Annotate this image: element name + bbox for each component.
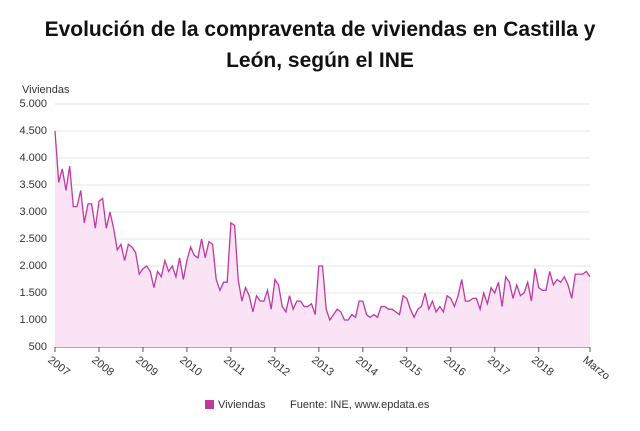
y-tick-label: 1.000 [19, 314, 47, 326]
x-tick-label: 2013 [309, 354, 336, 379]
x-tick-label: 2010 [177, 354, 204, 379]
x-tick-label: 2016 [441, 354, 468, 379]
line [54, 130, 591, 322]
y-tick-label: 4.000 [19, 152, 47, 164]
x-tick-label: 2009 [133, 354, 160, 379]
x-tick-label: 2015 [397, 354, 424, 379]
chart-title: Evolución de la compraventa de viviendas… [44, 18, 596, 72]
x-tick-label: 2014 [353, 354, 380, 379]
y-tick-label: 4.500 [19, 125, 47, 137]
x-tick-label: 2018 [529, 354, 556, 379]
x-tick-label: 2017 [485, 354, 512, 379]
y-tick-label: 500 [29, 341, 47, 353]
x-tick-label: 2007 [45, 354, 72, 379]
y-tick-label: 2.000 [19, 260, 47, 272]
source: Fuente: INE, www.epdata.es [290, 399, 430, 411]
y-axis-title: Viviendas [22, 84, 70, 96]
legend-label: Viviendas [218, 399, 266, 411]
x-tick-label: Marzo [580, 354, 611, 382]
y-tick-label: 3.000 [19, 206, 47, 218]
y-tick-label: 2.500 [19, 233, 47, 245]
x-tick-label: 2012 [265, 354, 292, 379]
y-tick-label: 5.000 [19, 98, 47, 110]
y-tick-label: 3.500 [19, 179, 47, 191]
y-tick-label: 1.500 [19, 287, 47, 299]
legend-swatch [205, 400, 214, 409]
x-tick-label: 2008 [89, 354, 116, 379]
x-tick-label: 2011 [221, 354, 247, 378]
area [55, 131, 590, 347]
